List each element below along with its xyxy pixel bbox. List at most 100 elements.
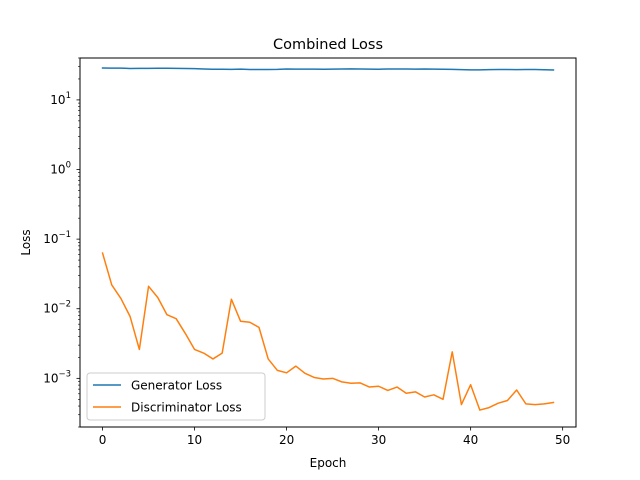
data-point-generator [248, 68, 251, 71]
data-point-generator [331, 68, 334, 71]
data-point-generator [303, 68, 306, 71]
x-tick-label: 20 [279, 433, 294, 447]
data-point-generator [377, 68, 380, 71]
data-point-discriminator [257, 326, 260, 329]
data-point-generator [184, 67, 187, 70]
data-point-discriminator [331, 377, 334, 380]
data-point-generator [129, 67, 132, 70]
data-point-generator [524, 68, 527, 71]
data-point-generator [469, 68, 472, 71]
data-point-discriminator [432, 393, 435, 396]
data-point-generator [405, 68, 408, 71]
data-point-generator [138, 67, 141, 70]
x-axis-label: Epoch [310, 456, 347, 470]
data-point-generator [432, 68, 435, 71]
data-point-generator [534, 68, 537, 71]
x-axis-ticks: 0 10 20 30 40 50 [99, 427, 570, 447]
x-tick-label: 30 [371, 433, 386, 447]
data-point-generator [543, 68, 546, 71]
data-point-generator [230, 68, 233, 71]
data-point-generator [211, 68, 214, 71]
y-tick-label: 101 [50, 91, 71, 107]
data-point-generator [313, 68, 316, 71]
data-point-discriminator [506, 399, 509, 402]
y-tick-label: 10−2 [43, 300, 71, 316]
data-point-generator [147, 67, 150, 70]
data-point-generator [101, 67, 104, 70]
data-point-discriminator [405, 392, 408, 395]
legend: Generator Loss Discriminator Loss [86, 372, 266, 421]
legend-label-generator: Generator Loss [131, 379, 222, 393]
data-point-discriminator [552, 401, 555, 404]
x-tick-label: 50 [555, 433, 570, 447]
data-point-discriminator [469, 383, 472, 386]
data-point-generator [350, 67, 353, 70]
data-point-generator [340, 68, 343, 71]
data-point-generator [386, 68, 389, 71]
y-tick-label: 10−1 [43, 230, 71, 246]
data-point-discriminator [322, 377, 325, 380]
chart-title: Combined Loss [273, 37, 383, 53]
data-point-generator [165, 67, 168, 70]
data-point-generator [442, 68, 445, 71]
data-point-generator [239, 68, 242, 71]
data-point-generator [414, 68, 417, 71]
data-point-discriminator [202, 352, 205, 355]
data-point-generator [497, 68, 500, 71]
data-point-discriminator [221, 352, 224, 355]
data-point-discriminator [488, 406, 491, 409]
data-point-generator [322, 68, 325, 71]
data-point-discriminator [524, 402, 527, 405]
series-layer [101, 67, 555, 412]
data-point-generator [478, 68, 481, 71]
data-point-discriminator [276, 369, 279, 372]
data-point-discriminator [239, 320, 242, 323]
data-point-generator [294, 68, 297, 71]
data-point-generator [285, 68, 288, 71]
data-point-discriminator [423, 395, 426, 398]
data-point-generator [276, 68, 279, 71]
data-point-discriminator [414, 390, 417, 393]
data-point-discriminator [350, 382, 353, 385]
data-point-generator [396, 68, 399, 71]
data-point-discriminator [497, 402, 500, 405]
series-line-discriminator [101, 252, 555, 411]
data-point-discriminator [386, 389, 389, 392]
data-point-generator [515, 68, 518, 71]
data-point-generator [119, 67, 122, 70]
x-tick-label: 10 [187, 433, 202, 447]
data-point-generator [368, 68, 371, 71]
data-point-discriminator [534, 403, 537, 406]
data-point-discriminator [313, 376, 316, 379]
data-point-discriminator [340, 380, 343, 383]
data-point-discriminator [138, 348, 141, 351]
data-point-discriminator [156, 296, 159, 299]
data-point-discriminator [460, 403, 463, 406]
data-point-generator [267, 68, 270, 71]
y-axis-ticks: 10−3 10−2 10−1 100 101 [43, 57, 80, 428]
data-point-discriminator [396, 386, 399, 389]
data-point-discriminator [110, 283, 113, 286]
x-tick-label: 0 [99, 433, 107, 447]
data-point-discriminator [184, 332, 187, 335]
data-point-discriminator [119, 297, 122, 300]
data-point-generator [156, 67, 159, 70]
data-point-discriminator [478, 409, 481, 412]
data-point-generator [202, 68, 205, 71]
data-point-discriminator [442, 398, 445, 401]
data-point-generator [175, 67, 178, 70]
y-tick-label: 100 [50, 161, 71, 177]
y-axis-label: Loss [19, 229, 33, 255]
data-point-generator [423, 68, 426, 71]
data-point-discriminator [147, 285, 150, 288]
data-point-discriminator [285, 371, 288, 374]
data-point-discriminator [248, 321, 251, 324]
x-tick-label: 40 [463, 433, 478, 447]
data-point-discriminator [230, 298, 233, 301]
data-point-discriminator [211, 357, 214, 360]
data-point-discriminator [193, 348, 196, 351]
data-point-discriminator [368, 386, 371, 389]
data-point-generator [488, 68, 491, 71]
data-point-generator [451, 68, 454, 71]
series-line-generator [101, 67, 555, 71]
